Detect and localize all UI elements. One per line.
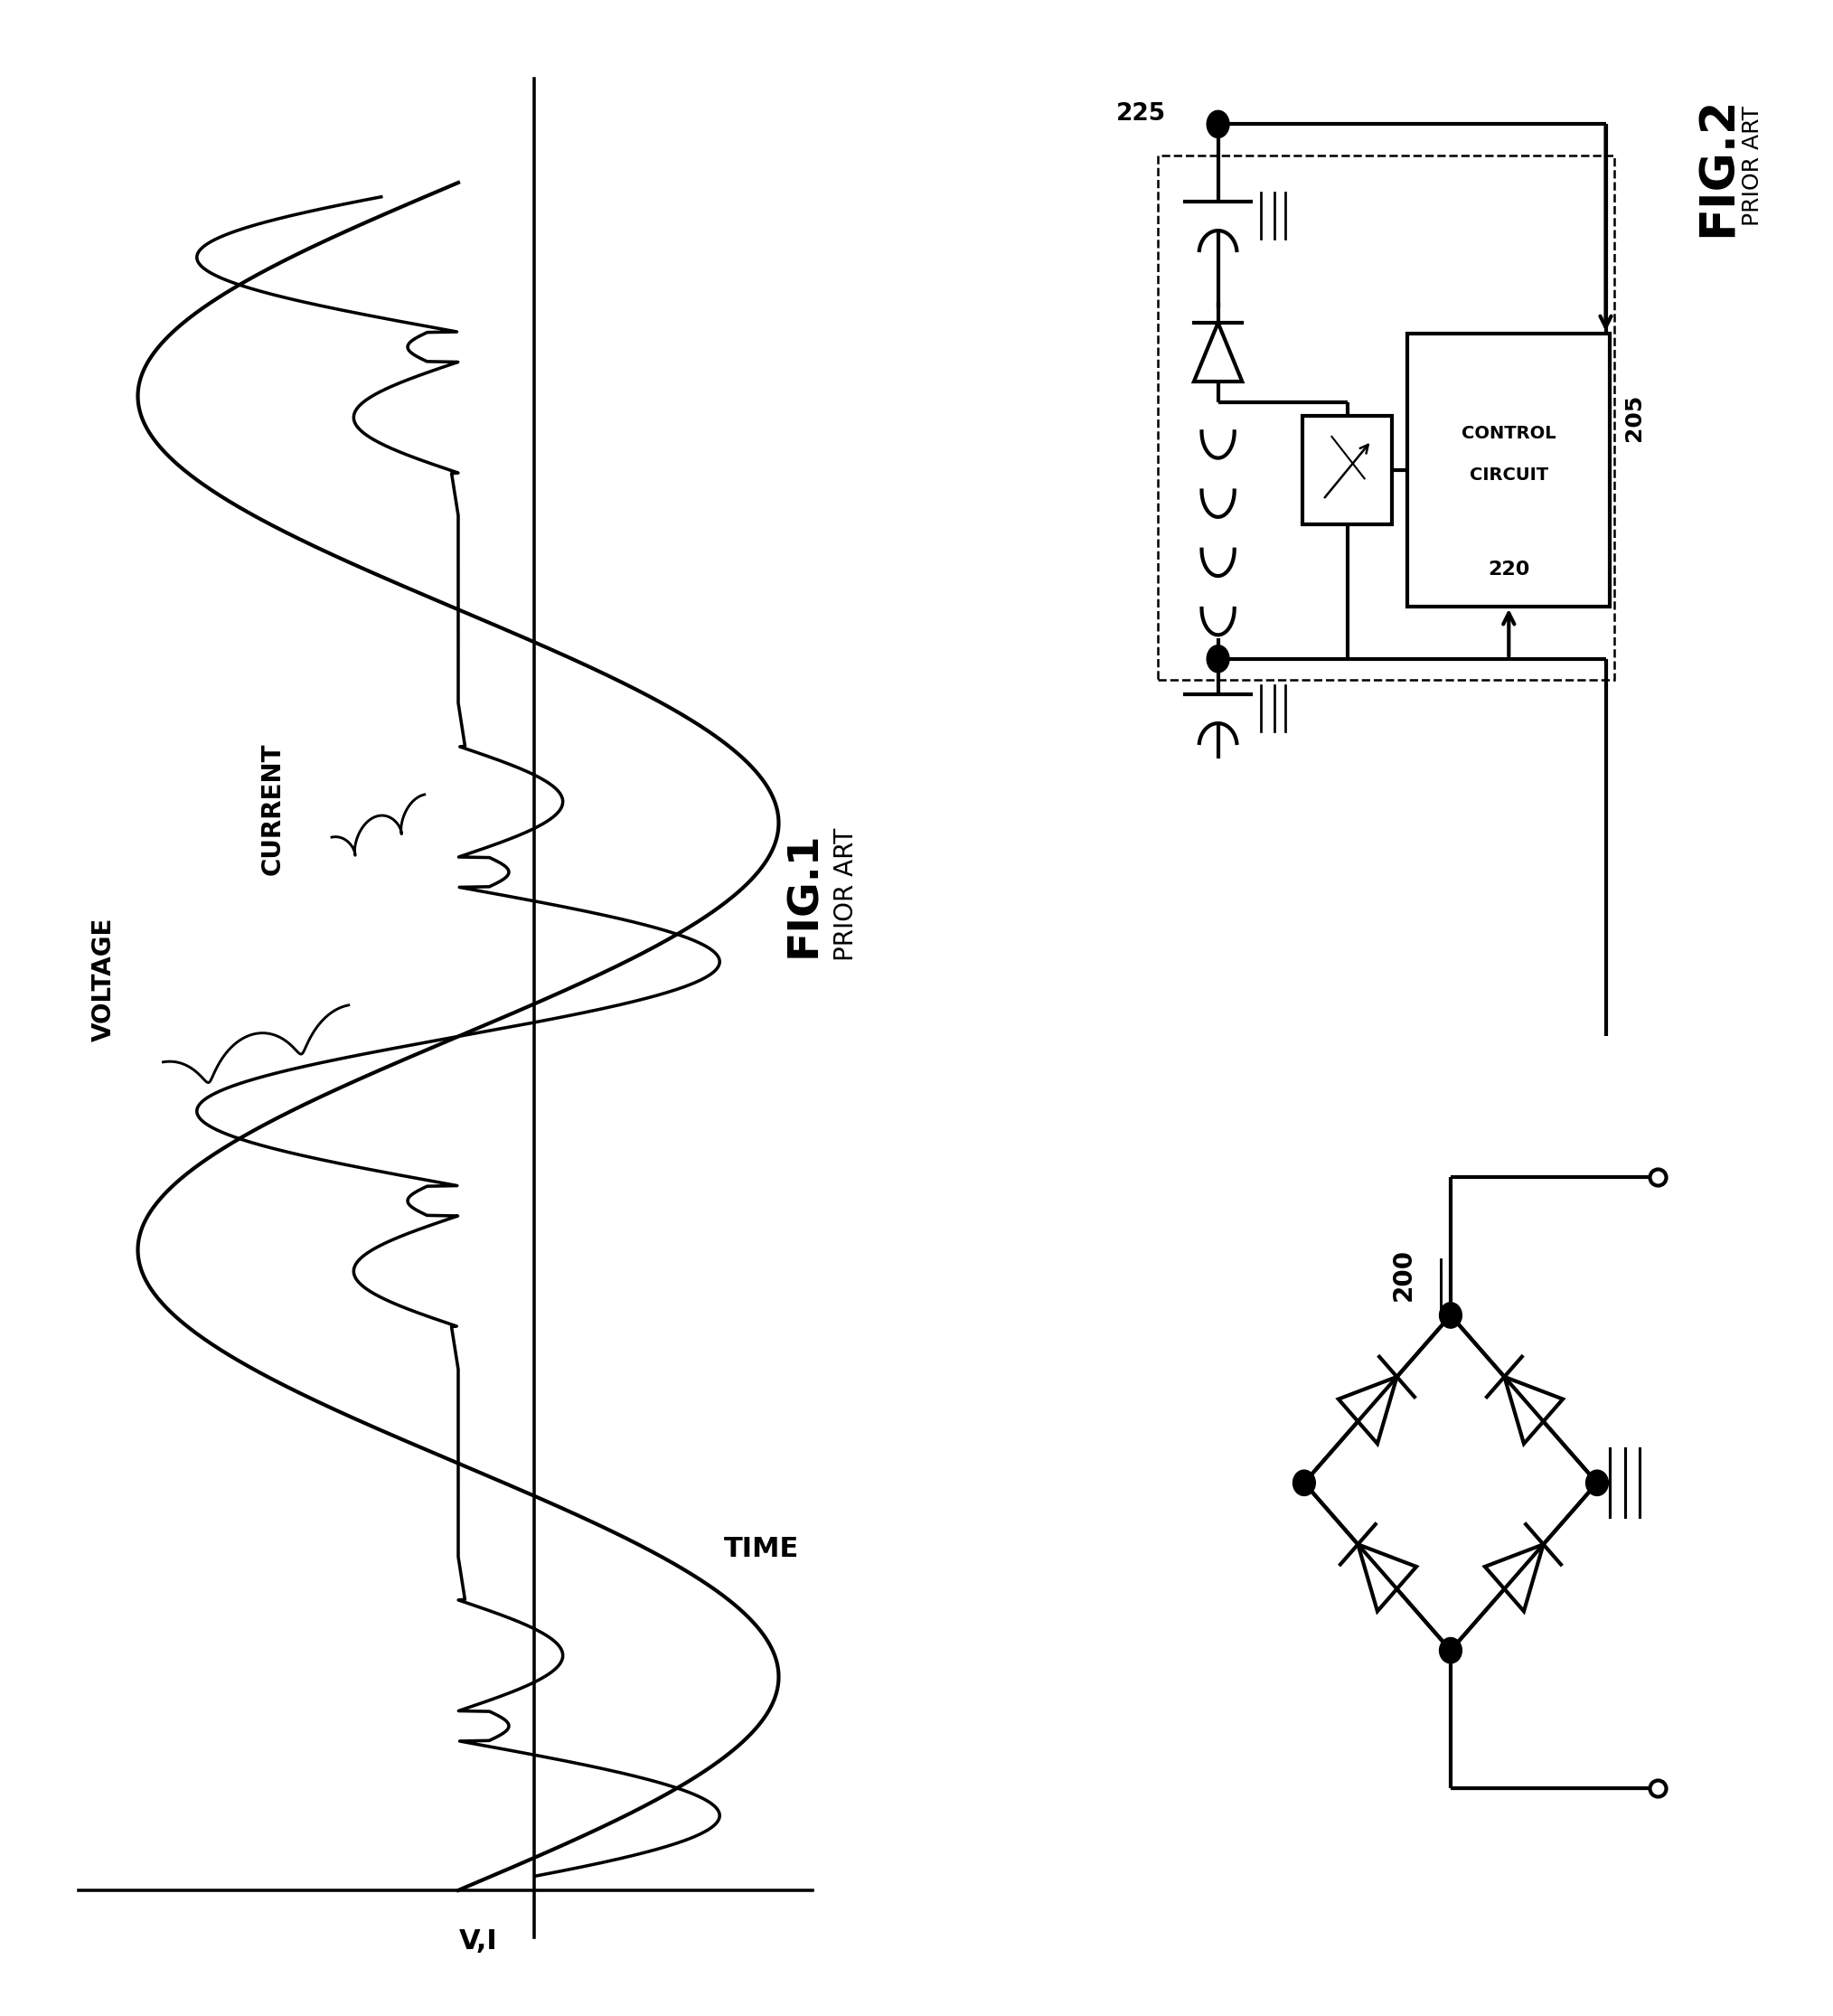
Text: TIME: TIME [724,1536,799,1562]
Circle shape [1206,111,1230,137]
Text: CURRENT: CURRENT [260,742,286,875]
Bar [1408,335,1609,607]
Circle shape [1439,1637,1463,1663]
Circle shape [1206,645,1230,673]
Bar [1303,415,1391,524]
Text: 200: 200 [1391,1248,1415,1300]
Text: VOLTAGE: VOLTAGE [92,917,117,1042]
Text: FIG.2: FIG.2 [1694,97,1741,236]
Text: CIRCUIT: CIRCUIT [1470,468,1549,484]
Text: FIG.1: FIG.1 [785,831,825,958]
Text: PRIOR ART: PRIOR ART [834,829,860,962]
Text: 220: 220 [1488,560,1531,579]
Text: V,I: V,I [460,1929,499,1956]
Circle shape [1439,1302,1463,1329]
Circle shape [1586,1470,1608,1496]
Text: PRIOR ART: PRIOR ART [1741,107,1763,226]
Text: 205: 205 [1622,393,1644,442]
Text: 225: 225 [1116,103,1166,125]
Circle shape [1292,1470,1316,1496]
Bar [1158,155,1615,679]
Text: CONTROL: CONTROL [1461,425,1556,442]
